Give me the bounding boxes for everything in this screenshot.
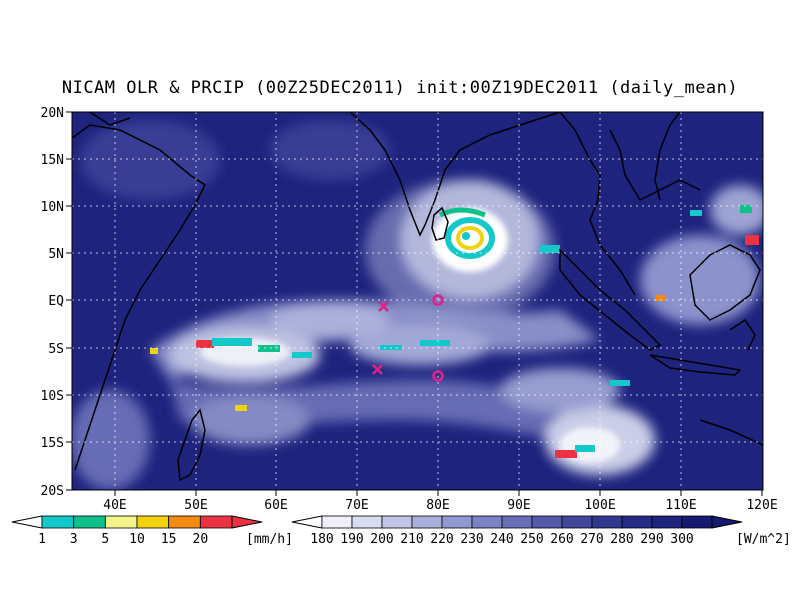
lon-label: 70E bbox=[345, 498, 368, 513]
olr-colorbar-swatch bbox=[441, 515, 473, 529]
olr-colorbar-tick-label: 260 bbox=[550, 532, 573, 547]
lon-label: 80E bbox=[426, 498, 449, 513]
precip-colorbar-swatch bbox=[168, 515, 201, 529]
precip-field bbox=[150, 205, 759, 458]
olr-colorbar-tick-label: 200 bbox=[370, 532, 393, 547]
olr-colorbar-swatch bbox=[651, 515, 683, 529]
precip-colorbar-tick-label: 1 bbox=[38, 532, 46, 547]
olr-colorbar-high-arrow bbox=[711, 515, 743, 529]
olr-colorbar-tick-label: 290 bbox=[640, 532, 663, 547]
precip-colorbar-swatch bbox=[104, 515, 138, 529]
olr-colorbar-tick-label: 230 bbox=[460, 532, 483, 547]
lat-label: 20N bbox=[41, 106, 64, 121]
lon-label: 50E bbox=[184, 498, 207, 513]
lat-axis-labels: 20N 15N 10N 5N EQ 5S 10S 15S 20S bbox=[41, 106, 65, 499]
lat-label: 5S bbox=[48, 342, 64, 357]
olr-colorbar-swatch bbox=[681, 515, 713, 529]
olr-colorbar-swatch bbox=[591, 515, 623, 529]
olr-colorbar: 180 190 200 210 220 230 240 250 260 270 280 290 300 … bbox=[291, 515, 791, 547]
olr-colorbar-swatch bbox=[561, 515, 593, 529]
lon-axis-labels: 40E 50E 60E 70E 80E 90E 100E 110E 120E bbox=[103, 498, 777, 513]
olr-colorbar-swatch bbox=[381, 515, 413, 529]
lat-label: EQ bbox=[48, 294, 64, 309]
lon-label: 60E bbox=[264, 498, 287, 513]
olr-colorbar-tick-label: 210 bbox=[400, 532, 423, 547]
olr-colorbar-low-arrow bbox=[291, 515, 323, 529]
olr-colorbar-tick-label: 220 bbox=[430, 532, 453, 547]
o-marker bbox=[432, 294, 444, 306]
precip-colorbar-swatch bbox=[199, 515, 233, 529]
olr-colorbar-tick-label: 190 bbox=[340, 532, 363, 547]
olr-colorbar-tick-label: 300 bbox=[670, 532, 693, 547]
lon-label: 100E bbox=[584, 498, 615, 513]
precip-colorbar-low-arrow bbox=[11, 515, 43, 529]
precip-colorbar-swatch bbox=[136, 515, 170, 529]
lon-label: 90E bbox=[507, 498, 530, 513]
o-marker bbox=[432, 370, 444, 382]
lat-label: 5N bbox=[48, 247, 64, 262]
lon-label: 110E bbox=[665, 498, 696, 513]
olr-colorbar-tick-label: 250 bbox=[520, 532, 543, 547]
markers bbox=[372, 294, 444, 382]
olr-field bbox=[72, 112, 763, 490]
x-marker bbox=[372, 364, 383, 375]
precip-colorbar-tick-label: 15 bbox=[161, 532, 177, 547]
gridlines bbox=[72, 112, 763, 490]
olr-colorbar-tick-label: 280 bbox=[610, 532, 633, 547]
olr-colorbar-swatch bbox=[471, 515, 503, 529]
precip-colorbar-tick-label: 20 bbox=[193, 532, 209, 547]
x-marker bbox=[378, 301, 389, 312]
precip-colorbar-swatch bbox=[73, 515, 106, 529]
olr-unit: [W/m^2] bbox=[736, 532, 791, 547]
lat-label: 15S bbox=[41, 436, 64, 451]
lon-label: 120E bbox=[746, 498, 777, 513]
lat-label: 20S bbox=[41, 484, 64, 499]
map-frame bbox=[71, 111, 764, 491]
olr-colorbar-swatch bbox=[411, 515, 443, 529]
olr-colorbar-tick-label: 240 bbox=[490, 532, 513, 547]
lon-label: 40E bbox=[103, 498, 126, 513]
precip-colorbar-swatch bbox=[41, 515, 75, 529]
precip-unit: [mm/h] bbox=[246, 532, 293, 547]
precip-colorbar-tick-label: 5 bbox=[101, 532, 109, 547]
olr-colorbar-swatch bbox=[621, 515, 653, 529]
olr-colorbar-swatch bbox=[501, 515, 533, 529]
olr-colorbar-tick-label: 180 bbox=[310, 532, 333, 547]
lat-label: 10N bbox=[41, 200, 64, 215]
olr-colorbar-swatch bbox=[351, 515, 383, 529]
olr-colorbar-swatch bbox=[321, 515, 353, 529]
precip-colorbar-tick-label: 10 bbox=[129, 532, 145, 547]
precip-colorbar-high-arrow bbox=[231, 515, 263, 529]
olr-colorbar-swatch bbox=[531, 515, 563, 529]
precip-colorbar: 1 3 5 10 15 20 [mm/h] bbox=[11, 515, 293, 547]
map-title: NICAM OLR & PRCIP (00Z25DEC2011) init:00… bbox=[61, 78, 739, 98]
lat-label: 15N bbox=[41, 153, 64, 168]
olr-colorbar-tick-label: 270 bbox=[580, 532, 603, 547]
precip-colorbar-tick-label: 3 bbox=[70, 532, 78, 547]
lat-label: 10S bbox=[41, 389, 64, 404]
